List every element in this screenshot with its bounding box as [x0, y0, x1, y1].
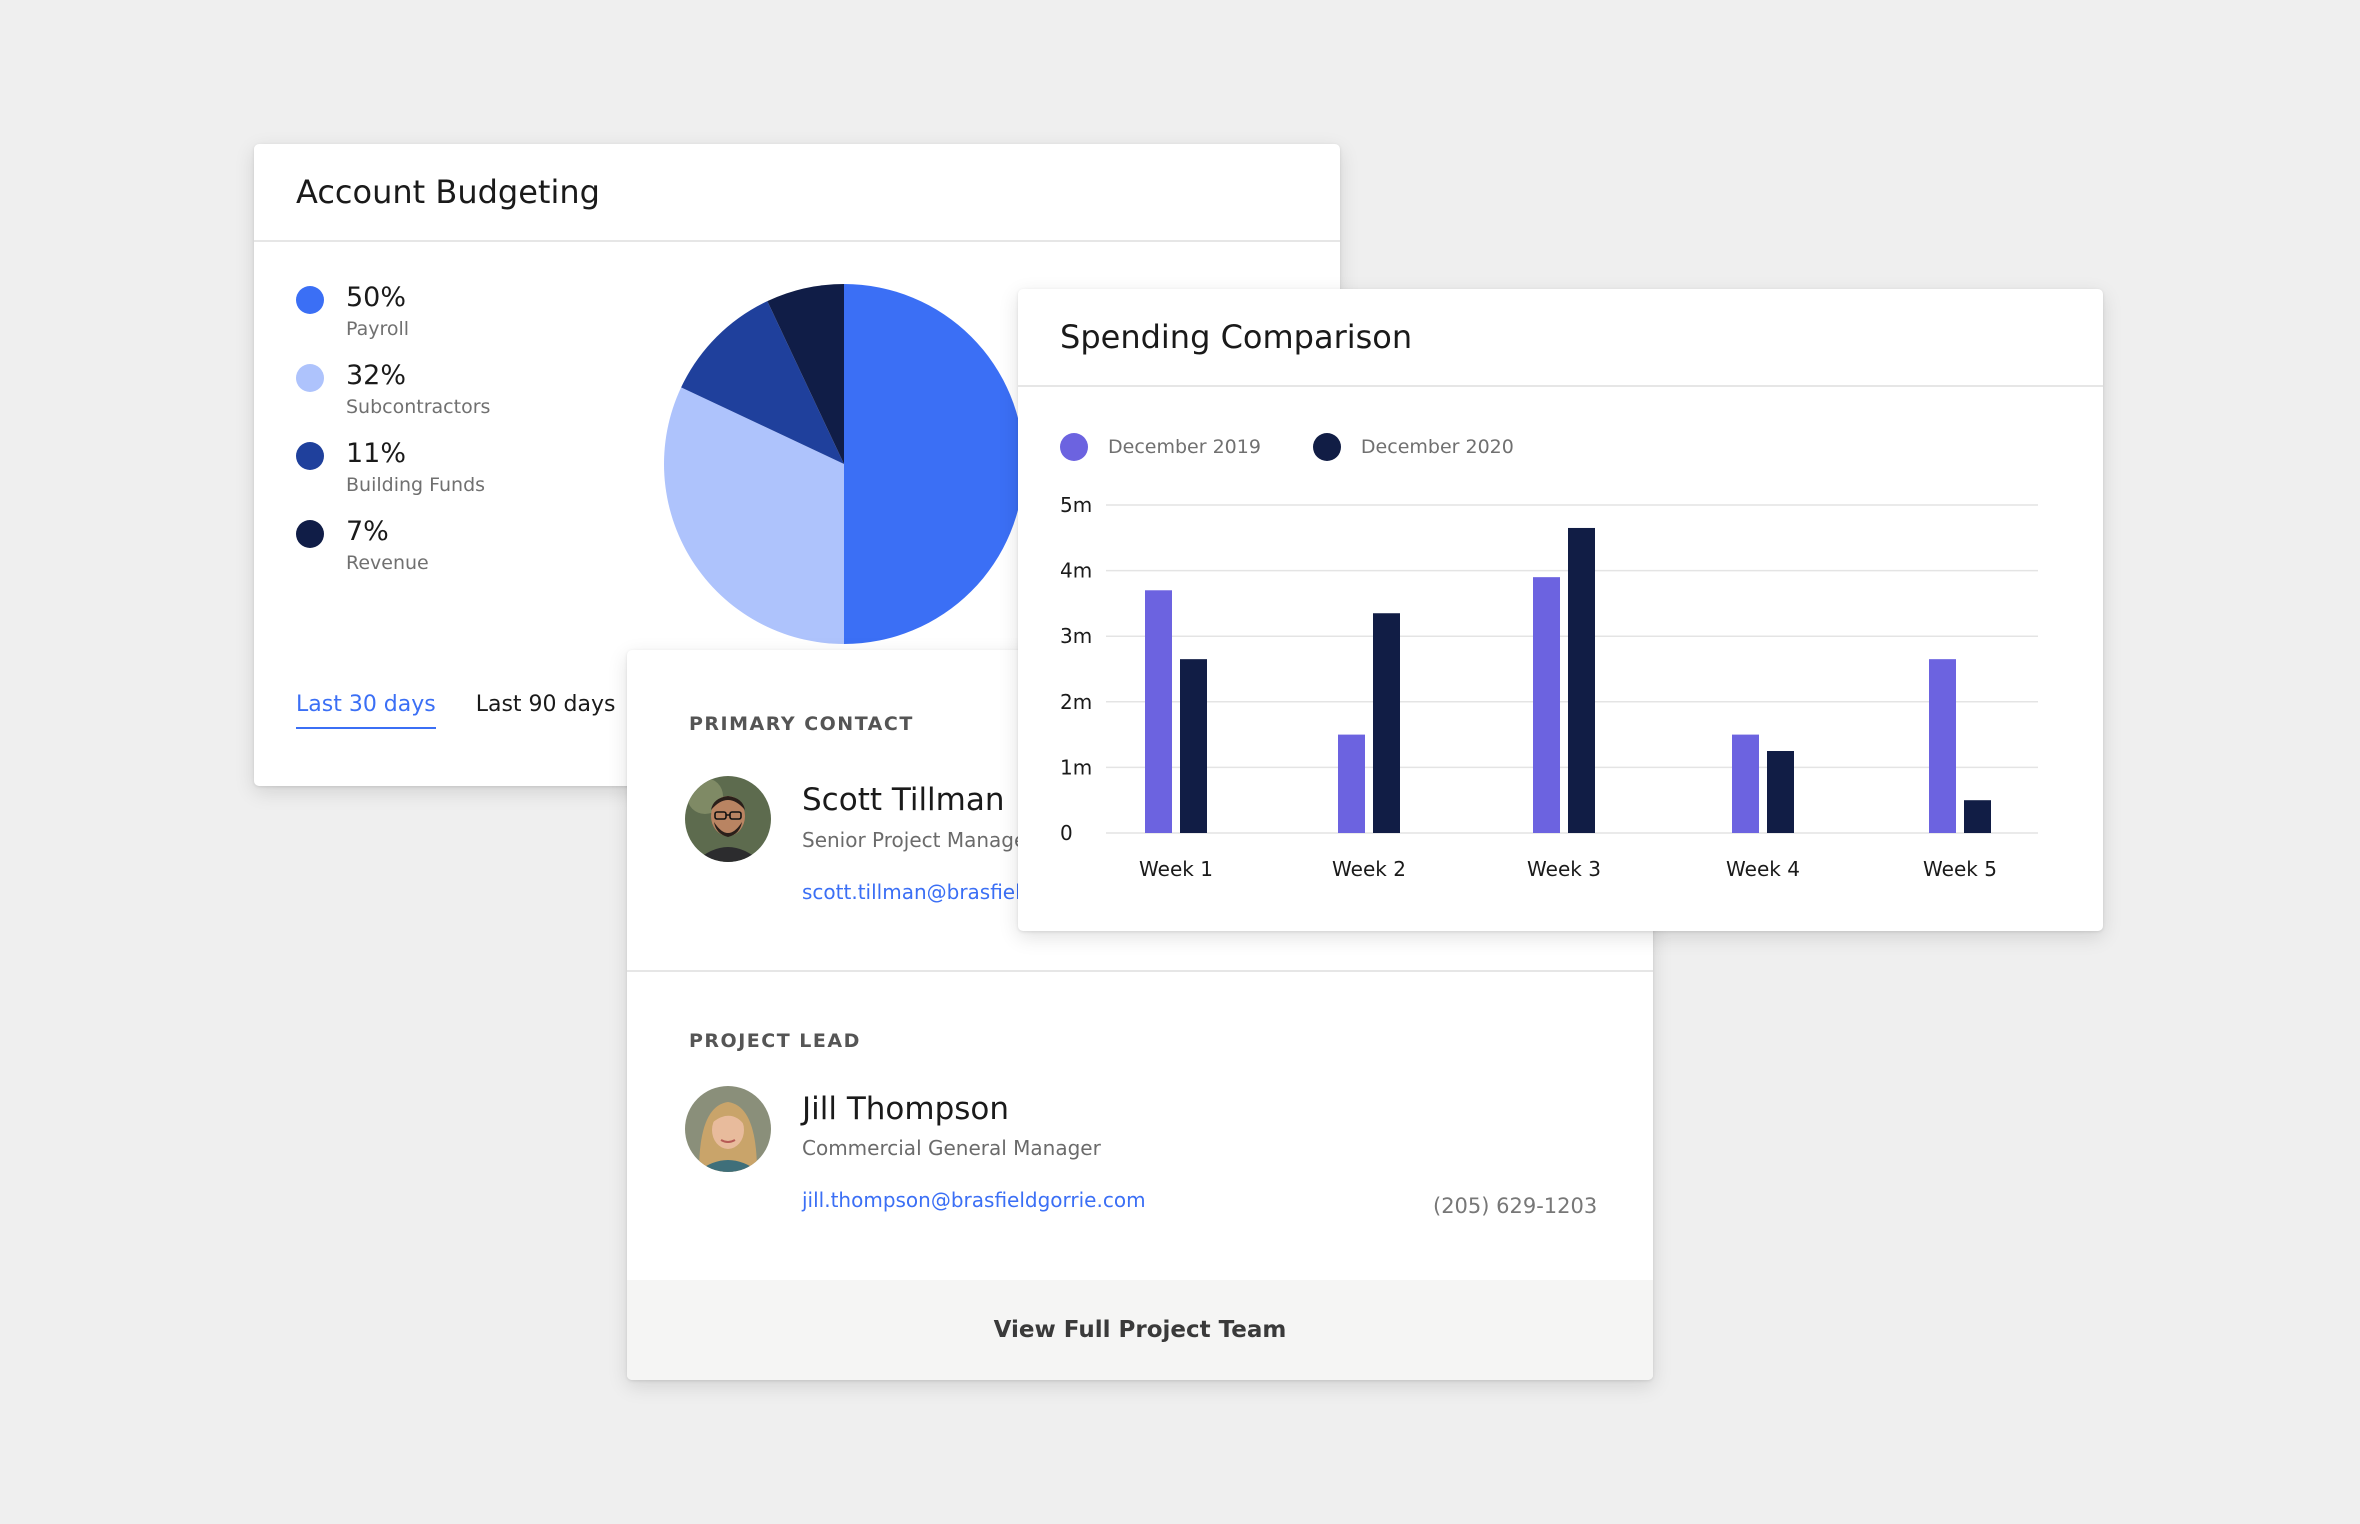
legend-dot-december-2019 [1060, 433, 1088, 461]
spending-bar-chart: 0 1m 2m 3m 4m 5m Week 1 Week 2 Week 3 Week 4 Week … [1060, 493, 2038, 881]
bar-week-1-december-2019 [1145, 590, 1172, 833]
spending-comparison-card: Spending Comparison December 2019 Decemb… [1018, 289, 2103, 931]
y-tick-label: 1m [1060, 755, 1092, 779]
legend-item-payroll: 50% Payroll [296, 282, 490, 360]
budget-legend: 50% Payroll 32% Subcontractors 11% Build… [296, 282, 490, 594]
primary-contact-name: Scott Tillman [802, 782, 1005, 818]
project-lead-title: Commercial General Manager [802, 1136, 1101, 1160]
pie-slice-payroll [844, 284, 1024, 644]
primary-contact-label: PRIMARY CONTACT [689, 713, 914, 735]
legend-item-revenue: 7% Revenue [296, 516, 490, 594]
legend-value: 50% [346, 282, 407, 313]
y-tick-label: 5m [1060, 493, 1092, 517]
budget-card-header: Account Budgeting [254, 144, 1340, 242]
legend-label-december-2020: December 2020 [1360, 436, 1514, 458]
legend-item-subcontractors: 32% Subcontractors [296, 360, 490, 438]
x-tick-label: Week 4 [1726, 857, 1800, 881]
pie-slice-revenue [767, 284, 844, 464]
y-tick-label: 0 [1060, 821, 1073, 845]
legend-item-december-2020: December 2020 [1312, 433, 1514, 461]
x-tick-label: Week 1 [1139, 857, 1213, 881]
spending-card-header: Spending Comparison [1018, 289, 2103, 387]
legend-dot-subcontractors [296, 364, 324, 392]
legend-label: Building Funds [346, 474, 486, 496]
pie-slice-subcontractors [663, 387, 844, 644]
bar-week-4-december-2019 [1732, 734, 1759, 833]
pie-slice-building-funds [681, 301, 844, 464]
avatar-jill-thompson [685, 1086, 771, 1172]
project-lead-phone: (205) 629-1203 [1433, 1194, 1598, 1218]
budget-card-title: Account Budgeting [296, 173, 600, 211]
y-tick-label: 2m [1060, 690, 1092, 714]
budget-pie-chart [663, 284, 1024, 644]
person-avatar-icon [685, 776, 771, 862]
bar-week-2-december-2019 [1338, 734, 1365, 833]
legend-label: Payroll [346, 318, 410, 340]
legend-value: 32% [346, 360, 407, 391]
legend-item-december-2019: December 2019 [1060, 433, 1261, 461]
bar-week-5-december-2019 [1929, 659, 1956, 833]
legend-value: 7% [346, 516, 389, 547]
avatar-scott-tillman [685, 776, 771, 862]
spending-legend: December 2019 December 2020 [1060, 433, 1566, 461]
x-tick-label: Week 3 [1527, 857, 1601, 881]
bar-week-1-december-2020 [1180, 659, 1207, 833]
spending-card-title: Spending Comparison [1060, 318, 1413, 356]
y-tick-label: 4m [1060, 559, 1092, 583]
bar-week-4-december-2020 [1767, 751, 1794, 833]
legend-label: Revenue [346, 552, 429, 574]
tab-last-90-days[interactable]: Last 90 days [475, 692, 616, 717]
legend-dot-december-2020 [1312, 433, 1341, 461]
legend-dot-building-funds [296, 442, 324, 470]
project-lead-label: PROJECT LEAD [689, 1030, 861, 1052]
legend-item-building-funds: 11% Building Funds [296, 438, 490, 516]
primary-contact-title: Senior Project Manage [802, 828, 1027, 852]
person-avatar-icon [685, 1086, 771, 1172]
view-full-project-team-button[interactable]: View Full Project Team [627, 1280, 1653, 1380]
primary-contact-email-link[interactable]: scott.tillman@brasfiel [802, 880, 1021, 904]
legend-value: 11% [346, 438, 407, 469]
legend-dot-payroll [296, 286, 324, 314]
contacts-divider [627, 970, 1653, 972]
tab-last-30-days[interactable]: Last 30 days [296, 692, 436, 729]
project-lead-email-link[interactable]: jill.thompson@brasfieldgorrie.com [802, 1188, 1146, 1212]
x-tick-label: Week 2 [1332, 857, 1406, 881]
legend-label: Subcontractors [346, 396, 491, 418]
x-tick-label: Week 5 [1923, 857, 1997, 881]
legend-label-december-2019: December 2019 [1108, 436, 1261, 458]
project-lead-name: Jill Thompson [802, 1091, 1010, 1127]
bar-week-2-december-2020 [1373, 613, 1400, 833]
bar-week-5-december-2020 [1964, 800, 1991, 833]
y-tick-label: 3m [1060, 624, 1092, 648]
range-tabs: Last 30 days Last 90 days [296, 692, 615, 729]
bar-week-3-december-2020 [1568, 527, 1595, 833]
bar-week-3-december-2019 [1533, 577, 1560, 833]
legend-dot-revenue [296, 520, 324, 548]
